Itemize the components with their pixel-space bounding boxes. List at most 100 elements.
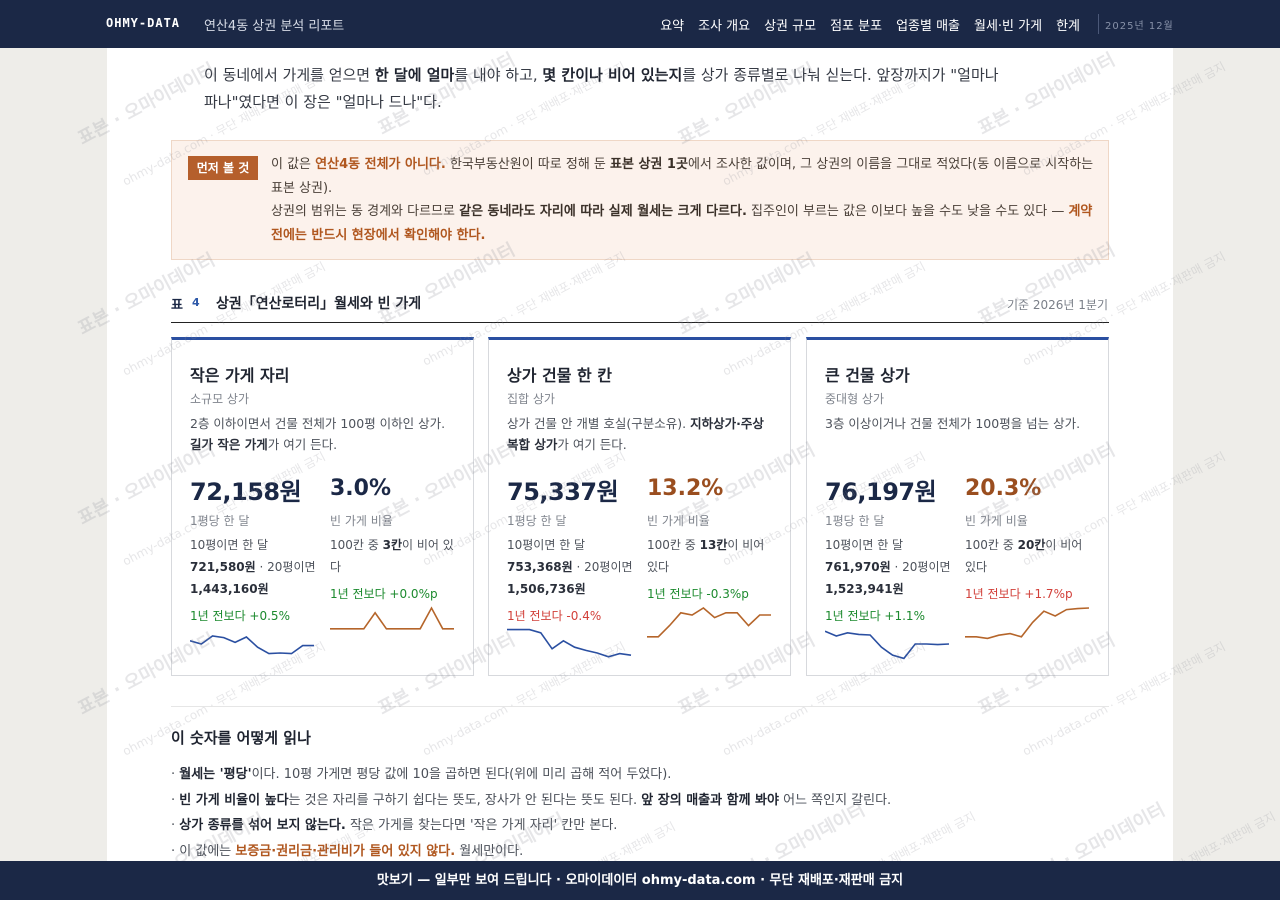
- notice-emph-1b: 연산4동 전체가 아니다.: [315, 157, 446, 172]
- table-basis: 기준 2026년 1분기: [1006, 298, 1108, 312]
- nav-item-summary[interactable]: 요약: [660, 18, 685, 34]
- notice-badge: 먼저 볼 것: [188, 156, 258, 180]
- intro-text-3: 를 상가 종류별로 나눠 싣는다. 앞장까지가 "얼마나 파나"였다면 이 장은…: [204, 66, 999, 111]
- rent-label: 1평당 한 달: [825, 514, 885, 528]
- list-item: · 상가 종류를 섞어 보지 않는다. 작은 가게를 찾는다면 '작은 가게 자…: [171, 813, 1071, 839]
- card-large-building: 큰 건물 상가 중대형 상가 3층 이상이거나 건물 전체가 100평을 넘는 …: [806, 337, 1109, 676]
- nav-item-rent[interactable]: 월세·빈 가게: [974, 18, 1043, 34]
- notice-text: 이 값은 연산4동 전체가 아니다. 한국부동산원이 따로 정해 둔 표본 상권…: [271, 153, 1096, 247]
- section-divider: [171, 706, 1109, 707]
- notice-box: 먼저 볼 것 이 값은 연산4동 전체가 아니다. 한국부동산원이 따로 정해 …: [171, 140, 1109, 260]
- vac-detail-b: 20칸: [1017, 538, 1046, 552]
- vacancy-sparkline: [330, 606, 454, 630]
- card-subtitle: 소규모 상가: [190, 392, 250, 406]
- bullet: · 이 값에는: [171, 843, 236, 859]
- notice-bold-1d: 표본 상권 1곳: [610, 157, 688, 172]
- rent-detail-a: 10평이면 한 달: [190, 538, 269, 552]
- list-item: · 이 값에는 보증금·권리금·관리비가 들어 있지 않다. 월세만이다.: [171, 839, 1071, 865]
- vacancy-detail: 100칸 중 3칸이 비어 있다: [330, 534, 458, 578]
- card-title: 큰 건물 상가: [825, 366, 910, 385]
- rent-change: 1년 전보다 +0.5%: [190, 609, 290, 623]
- card-desc-text: 상가 건물 안 개별 호실(구분소유).: [507, 416, 691, 431]
- vac-detail-b: 13칸: [699, 538, 728, 552]
- rent-detail-c: · 20평이면: [255, 560, 316, 574]
- list-text: 월세만이다.: [455, 843, 524, 859]
- vacancy-label: 빈 가게 비율: [330, 514, 393, 528]
- notice-text-1e: 에서 조사한 값이며, 그 상권의 이름을 그대로 적었다(동 이름으로 시작하…: [271, 157, 1094, 196]
- nav-date: 2025년 12월: [1105, 21, 1174, 32]
- rent-detail-b: 721,580원: [190, 560, 256, 574]
- list-text: 는 것은 자리를 구하기 쉽다는 뜻도, 장사가 안 된다는 뜻도 된다.: [288, 792, 642, 808]
- nav-menu: 요약 조사 개요 상권 규모 점포 분포 업종별 매출 월세·빈 가게 한계: [660, 0, 1080, 48]
- intro-text-2: 를 내야 하고,: [454, 66, 543, 84]
- rent-detail-d: 1,443,160원: [190, 582, 269, 596]
- intro-bold-2: 몇 칸이나 비어 있는지: [542, 66, 683, 84]
- vac-detail-a: 100칸 중: [965, 538, 1018, 552]
- list-bold: 앞 장의 매출과 함께 봐야: [641, 792, 779, 808]
- rent-detail-d: 1,523,941원: [825, 582, 904, 596]
- rent-label: 1평당 한 달: [507, 514, 567, 528]
- vac-detail-a: 100칸 중: [647, 538, 700, 552]
- card-desc-bold: 지하상가·주상복합 상가: [507, 416, 764, 452]
- list-bold: 월세는 '평당': [179, 767, 252, 782]
- bullet: ·: [171, 818, 180, 833]
- list-text: 이다. 10평 가게면 평당 값에 10을 곱하면 된다(위에 미리 곱해 적어…: [251, 767, 672, 782]
- rent-sparkline: [190, 635, 314, 655]
- list-item: · 월세는 '평당'이다. 10평 가게면 평당 값에 10을 곱하면 된다(위…: [171, 762, 1071, 788]
- sparkline-path: [330, 606, 454, 630]
- sparkline-path: [965, 607, 1090, 640]
- intro-text-1: 이 동네에서 가게를 얻으면: [204, 66, 375, 84]
- list-bold: 상가 종류를 섞어 보지 않는다.: [179, 818, 346, 833]
- rent-detail-a: 10평이면 한 달: [825, 538, 904, 552]
- vac-detail-c: 이 비어 있다: [647, 538, 765, 574]
- list-item: · 빈 가게 비율이 높다는 것은 자리를 구하기 쉽다는 뜻도, 장사가 안 …: [171, 788, 1071, 814]
- notice-text-2c: 집주인이 부르는 값은 이보다 높을 수도 낮을 수도 있다 —: [746, 204, 1069, 219]
- vacancy-change: 1년 전보다 +1.7%p: [965, 587, 1073, 601]
- vacancy-rate: 3.0%: [330, 476, 392, 501]
- rent-detail: 10평이면 한 달 721,580원 · 20평이면 1,443,160원: [190, 534, 325, 600]
- nav-item-scale[interactable]: 상권 규모: [764, 18, 817, 34]
- vacancy-rate: 13.2%: [647, 476, 724, 501]
- top-navbar: OHMY-DATA 연산4동 상권 분석 리포트 요약 조사 개요 상권 규모 …: [0, 0, 1280, 48]
- vac-detail-b: 3칸: [382, 538, 403, 552]
- vacancy-change: 1년 전보다 -0.3%p: [647, 587, 749, 601]
- card-subtitle: 집합 상가: [507, 392, 555, 406]
- table-label: 표: [171, 298, 183, 313]
- vacancy-rate: 20.3%: [965, 476, 1042, 501]
- rent-detail-c: · 20평이면: [890, 560, 951, 574]
- rent-detail-a: 10평이면 한 달: [507, 538, 586, 552]
- bullet: ·: [171, 767, 180, 782]
- vacancy-label: 빈 가게 비율: [647, 514, 710, 528]
- notice-text-1a: 이 값은: [271, 157, 316, 172]
- notice-emph-2d: 계약 전에는 반드시 현장에서 확인해야 한다.: [271, 204, 1093, 243]
- how-to-read-title: 이 숫자를 어떻게 읽나: [171, 729, 311, 747]
- notice-bold-2b: 같은 동네라도 자리에 따라 실제 월세는 크게 다르다.: [459, 204, 747, 219]
- rent-detail: 10평이면 한 달 761,970원 · 20평이면 1,523,941원: [825, 534, 960, 600]
- nav-item-sales[interactable]: 업종별 매출: [896, 18, 960, 34]
- nav-item-overview[interactable]: 조사 개요: [698, 18, 751, 34]
- table-number: 4: [192, 296, 200, 309]
- rent-detail: 10평이면 한 달 753,368원 · 20평이면 1,506,736원: [507, 534, 642, 600]
- rent-sparkline: [507, 628, 632, 658]
- rent-detail-d: 1,506,736원: [507, 582, 586, 596]
- nav-item-distribution[interactable]: 점포 분포: [830, 18, 883, 34]
- vacancy-change: 1년 전보다 +0.0%p: [330, 587, 438, 601]
- card-small-shop: 작은 가게 자리 소규모 상가 2층 이하이면서 건물 전체가 100평 이하인…: [171, 337, 474, 676]
- card-title: 상가 건물 한 칸: [507, 366, 613, 385]
- card-desc-text: 2층 이하이면서 건물 전체가 100평 이하인 상가.: [190, 416, 446, 431]
- vac-detail-c: 이 비어 있다: [965, 538, 1083, 574]
- how-to-read-list: · 월세는 '평당'이다. 10평 가게면 평당 값에 10을 곱하면 된다(위…: [171, 762, 1071, 864]
- vacancy-detail: 100칸 중 13칸이 비어 있다: [647, 534, 775, 578]
- brand-logo[interactable]: OHMY-DATA: [106, 16, 181, 30]
- nav-item-limits[interactable]: 한계: [1056, 18, 1080, 34]
- list-emph: 보증금·권리금·관리비가 들어 있지 않다.: [235, 843, 456, 859]
- rent-change: 1년 전보다 +1.1%: [825, 609, 925, 623]
- card-desc-tail: 가 여기 든다.: [267, 437, 338, 452]
- vacancy-sparkline: [647, 607, 771, 638]
- vacancy-sparkline: [965, 607, 1090, 640]
- vac-detail-a: 100칸 중: [330, 538, 383, 552]
- rent-per-pyeong: 72,158원: [190, 478, 302, 506]
- card-desc-text: 3층 이상이거나 건물 전체가 100평을 넘는 상가.: [825, 416, 1081, 431]
- sparkline-path: [647, 607, 771, 638]
- rent-label: 1평당 한 달: [190, 514, 250, 528]
